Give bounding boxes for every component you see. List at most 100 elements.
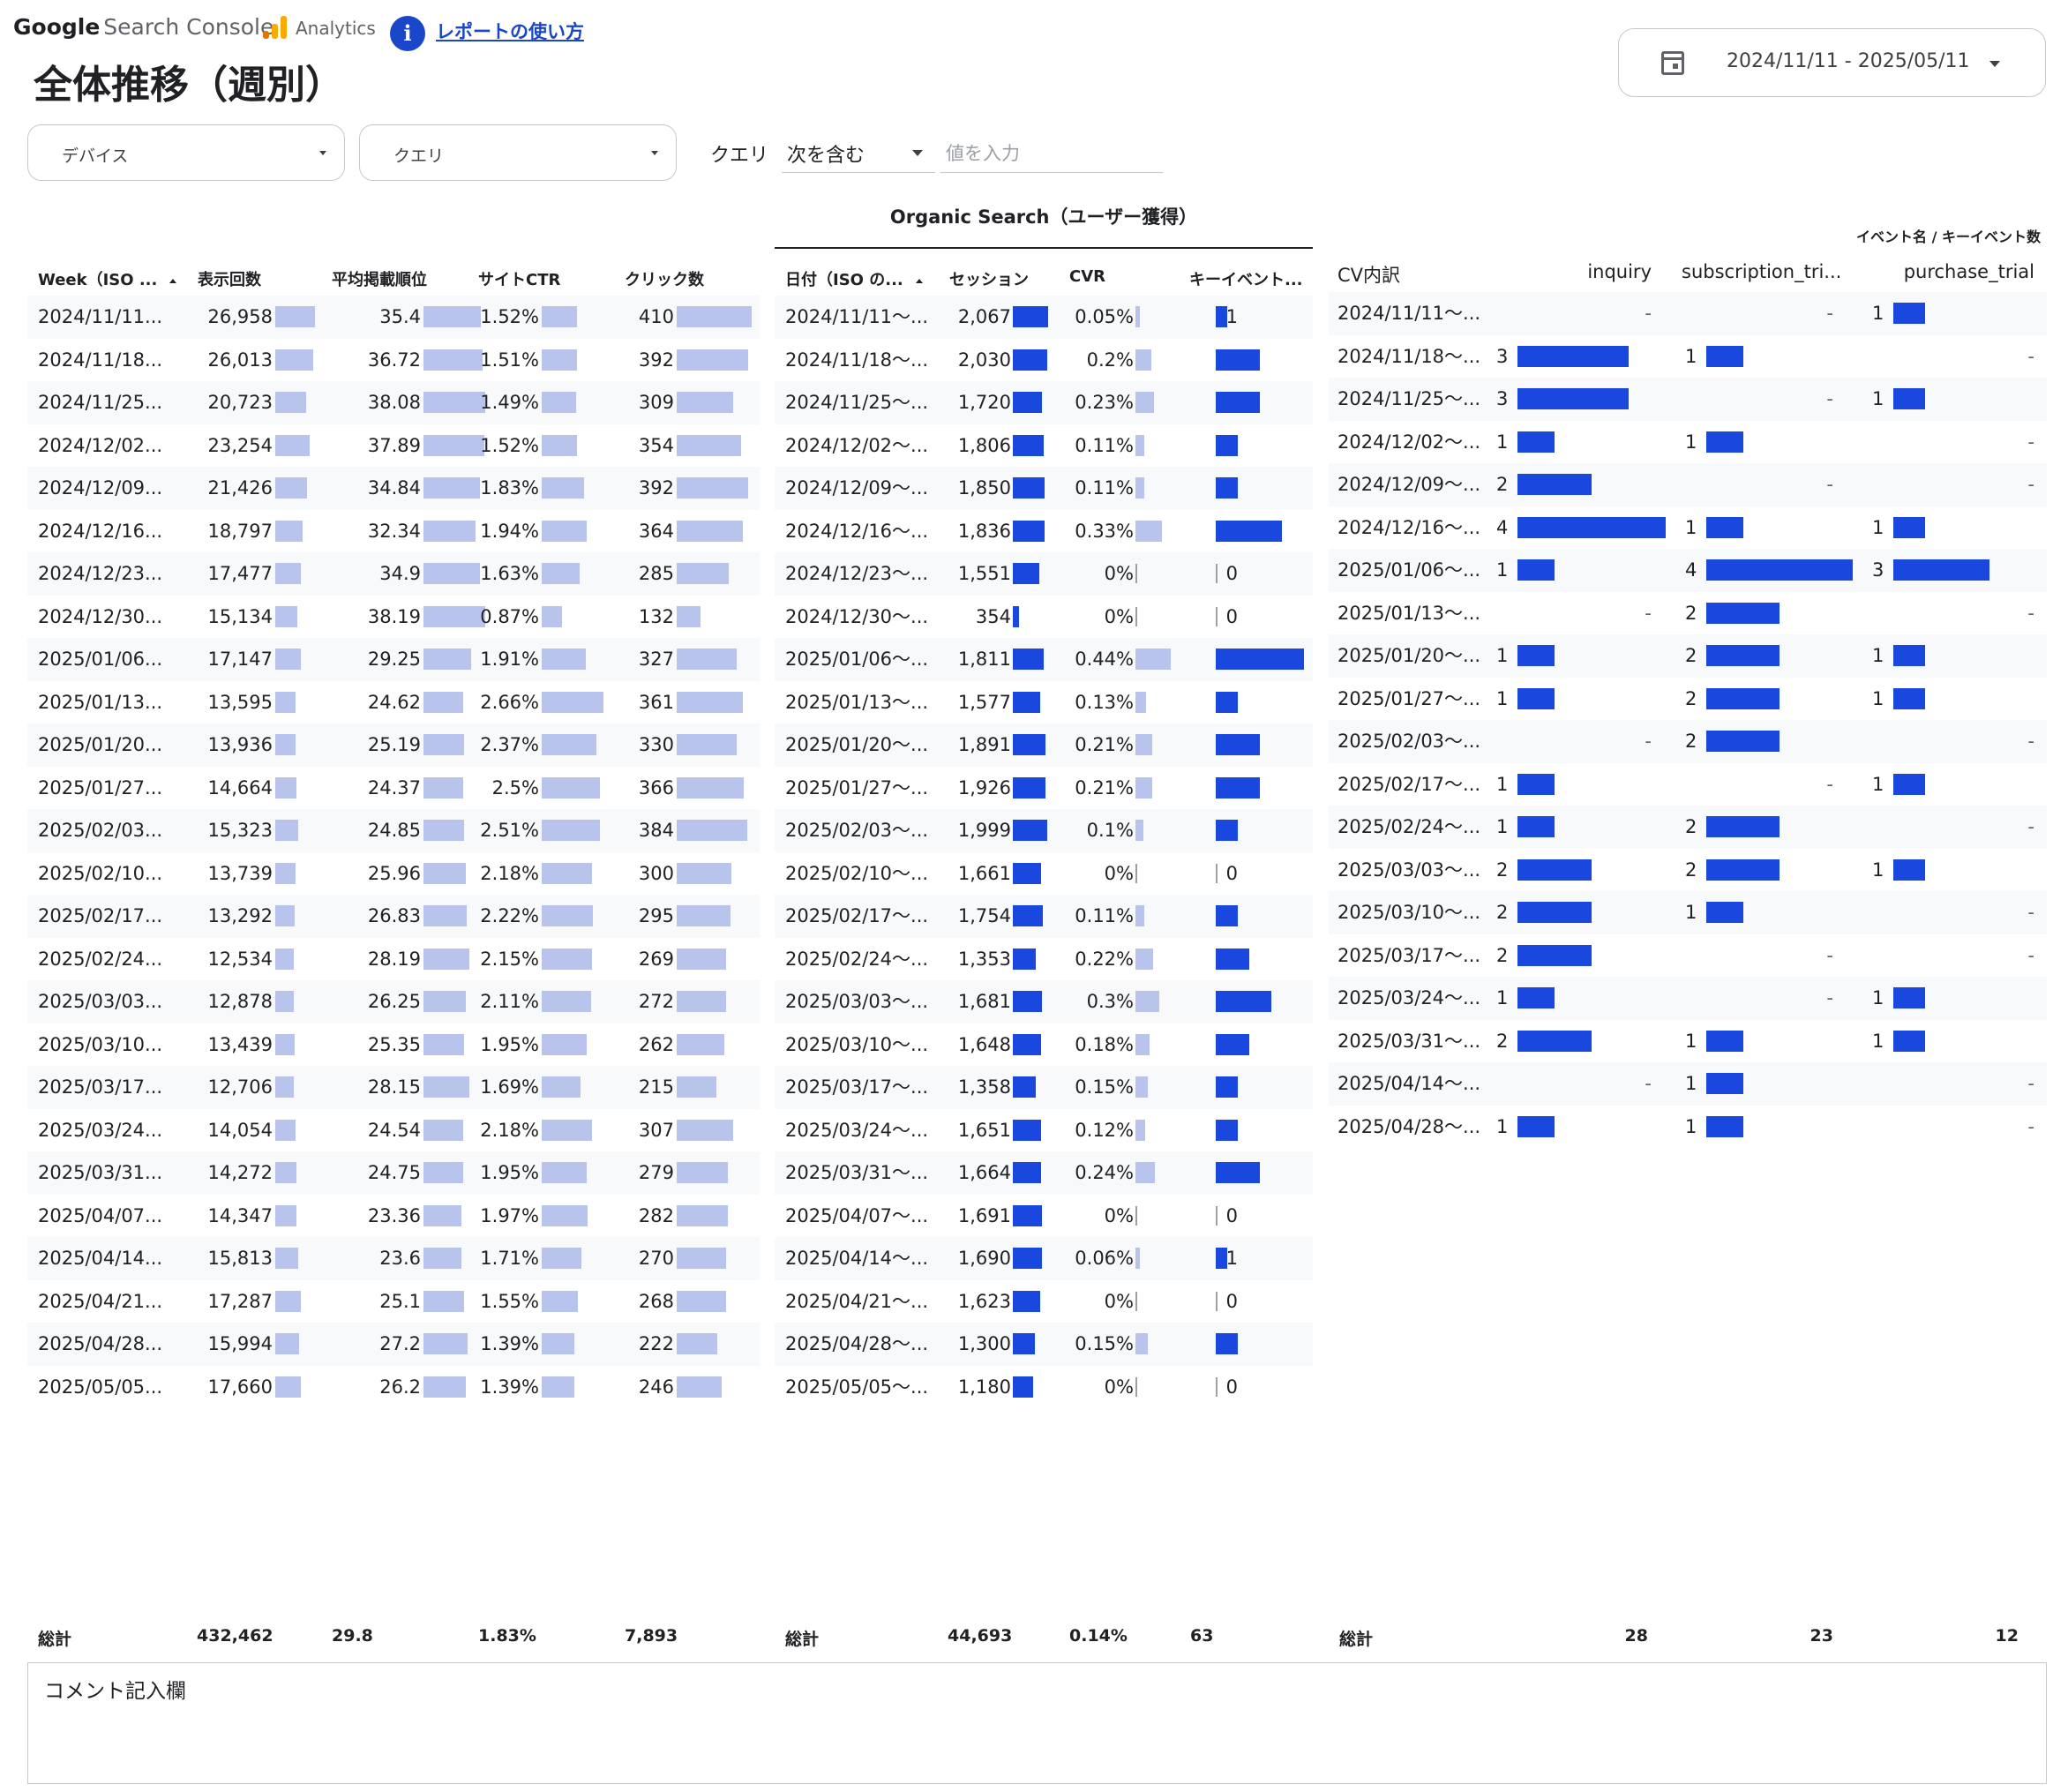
ga_table-bar xyxy=(1216,1248,1227,1269)
cv_table-cell: 2025/03/17～... xyxy=(1337,944,1481,966)
ga_table-cell: 2025/03/10～... xyxy=(785,1033,929,1055)
gsc_table-cell: 23.6 xyxy=(379,1248,421,1269)
ga_table-cell: 0.21% xyxy=(1075,734,1134,755)
gsc_table-bar xyxy=(542,1204,588,1226)
ga_table-row: 2024/12/23～... 1,551 0% 0 xyxy=(775,552,1313,596)
date-range-picker[interactable]: 2024/11/11 - 2025/05/11 xyxy=(1618,28,2046,97)
ga_table-bar xyxy=(1013,1248,1042,1269)
ga_table-total-2: 0.14% xyxy=(1069,1626,1128,1646)
ga_table-bar xyxy=(1216,392,1260,413)
gsc_table-bar xyxy=(423,434,484,456)
cv_table-header-3[interactable]: purchase_trial xyxy=(1903,261,2034,282)
gsc_table-row: 2025/02/24... 12,534 28.19 2.15% 269 xyxy=(27,938,760,981)
gsc_table-cell: 26.2 xyxy=(379,1376,421,1398)
ga_table-header-3[interactable]: キーイベント... xyxy=(1189,271,1303,289)
gsc_table-bar xyxy=(677,349,748,371)
gsc_table-row: 2025/03/10... 13,439 25.35 1.95% 262 xyxy=(27,1023,760,1067)
gsc_table-header-0[interactable]: Week（ISO ... xyxy=(38,267,177,290)
gsc_table-header-4[interactable]: クリック数 xyxy=(625,271,704,289)
gsc_table-bar xyxy=(423,520,476,542)
gsc_table-bar xyxy=(423,477,480,499)
gsc_table-cell: 24.37 xyxy=(367,776,421,799)
gsc_table-bar xyxy=(275,1333,299,1354)
ga_table-bar xyxy=(1135,776,1152,799)
query-value-input[interactable] xyxy=(940,134,1163,173)
cv_table-header-1[interactable]: inquiry xyxy=(1587,261,1652,282)
ga_table-bar xyxy=(1013,862,1041,884)
ga_table-bar xyxy=(1013,991,1042,1012)
info-icon[interactable]: i xyxy=(390,16,425,51)
cv_table-cell: - xyxy=(1645,1073,1652,1094)
ga_table-header-1[interactable]: セッション xyxy=(949,271,1029,289)
ga_table-header-2[interactable]: CVR xyxy=(1069,267,1106,286)
gsc_table-cell: 29.25 xyxy=(367,649,421,670)
query-filter-label: クエリ xyxy=(393,146,445,166)
gsc_table-bar xyxy=(542,1248,581,1269)
chevron-down-icon xyxy=(319,151,326,155)
ga_table-cell: 0.15% xyxy=(1075,1076,1134,1098)
ga_table-bar xyxy=(1216,776,1260,799)
cv_table-cell: 1 xyxy=(1872,645,1884,666)
gsc_table-cell: 28.19 xyxy=(367,948,421,970)
gsc_table-bar xyxy=(423,734,464,755)
gsc_table-cell: 13,739 xyxy=(207,862,273,884)
gsc_table-header-3[interactable]: サイトCTR xyxy=(478,271,561,289)
ga_table-bar xyxy=(1135,477,1144,499)
device-filter[interactable]: デバイス xyxy=(27,124,345,181)
gsc_table-header-2[interactable]: 平均掲載順位 xyxy=(332,271,427,289)
ga_table-cell: 1,648 xyxy=(957,1033,1011,1055)
query-filter[interactable]: クエリ xyxy=(359,124,677,181)
gsc_table-cell: 262 xyxy=(638,1033,674,1055)
ga_table-row: 2025/04/14～... 1,690 0.06% 1 xyxy=(775,1237,1313,1280)
ga_table-bar xyxy=(1135,1291,1137,1311)
ga_table-cell: 1,300 xyxy=(957,1333,1011,1354)
gsc_table-header-1[interactable]: 表示回数 xyxy=(198,271,261,289)
gsc_table-bar xyxy=(275,1204,296,1226)
cv_table-bar xyxy=(1893,987,1925,1008)
ga_table-header-0[interactable]: 日付（ISO の... xyxy=(785,267,923,290)
gsc_table-bar xyxy=(275,948,294,970)
gsc_table-cell: 410 xyxy=(638,306,674,327)
gsc_table-bar xyxy=(677,605,701,627)
gsc_table-cell: 2024/11/18... xyxy=(38,349,163,371)
ga_table-cell: 0.1% xyxy=(1086,820,1134,841)
gsc_table-bar xyxy=(542,1076,581,1098)
ga_table-cell: 2024/12/09～... xyxy=(785,477,929,499)
gsc_table-bar xyxy=(677,649,737,670)
ga_table-row: 2024/12/30～... 354 0% 0 xyxy=(775,596,1313,639)
query-operator-select[interactable]: 次を含む xyxy=(782,132,935,173)
gsc_table-cell: 1.97% xyxy=(480,1204,539,1226)
gsc_table-cell: 2.11% xyxy=(480,991,539,1012)
ga_table-cell: 2025/02/03～... xyxy=(785,820,929,841)
comment-box[interactable]: コメント記入欄 xyxy=(27,1662,2047,1784)
cv_table-cell: - xyxy=(2027,816,2034,837)
gsc_table-cell: 23.36 xyxy=(367,1204,421,1226)
gsc_table-cell: 35.4 xyxy=(379,306,421,327)
ga_table-bar xyxy=(1013,691,1040,713)
ga_table-cell: 2024/12/23～... xyxy=(785,563,929,584)
gsc_table-bar xyxy=(423,1076,469,1098)
sort-ascending-icon[interactable] xyxy=(915,278,923,283)
sort-ascending-icon[interactable] xyxy=(169,278,177,283)
gsc_table-cell: 1.55% xyxy=(480,1290,539,1312)
gsc_table-cell: 366 xyxy=(638,776,674,799)
gsc_table-cell: 24.75 xyxy=(367,1162,421,1183)
cv_table-bar xyxy=(1706,1030,1743,1052)
gsc_table-cell: 18,797 xyxy=(207,520,273,542)
cv_table-total-2: 23 xyxy=(1810,1626,1833,1646)
ga_table-cell: 0.33% xyxy=(1075,520,1134,542)
cv_table-bar xyxy=(1706,731,1780,752)
gsc_table-bar xyxy=(275,1076,294,1098)
gsc_table-bar xyxy=(423,820,464,841)
ga_table-cell: 2,030 xyxy=(957,349,1011,371)
ga_table-bar xyxy=(1135,1119,1145,1141)
gsc_table-bar xyxy=(677,392,733,413)
cv_table-header-0[interactable]: CV内訳 xyxy=(1337,265,1401,286)
cv_table-header-2[interactable]: subscription_tri... xyxy=(1682,261,1842,282)
ga_table-cell: 2025/03/17～... xyxy=(785,1076,929,1098)
help-link[interactable]: レポートの使い方 xyxy=(436,21,584,42)
cv_table-row: 2025/01/20～... 1 2 1 xyxy=(1329,634,2047,678)
gsc_table-cell: 24.62 xyxy=(367,691,421,713)
cv_table-bar xyxy=(1517,859,1592,881)
